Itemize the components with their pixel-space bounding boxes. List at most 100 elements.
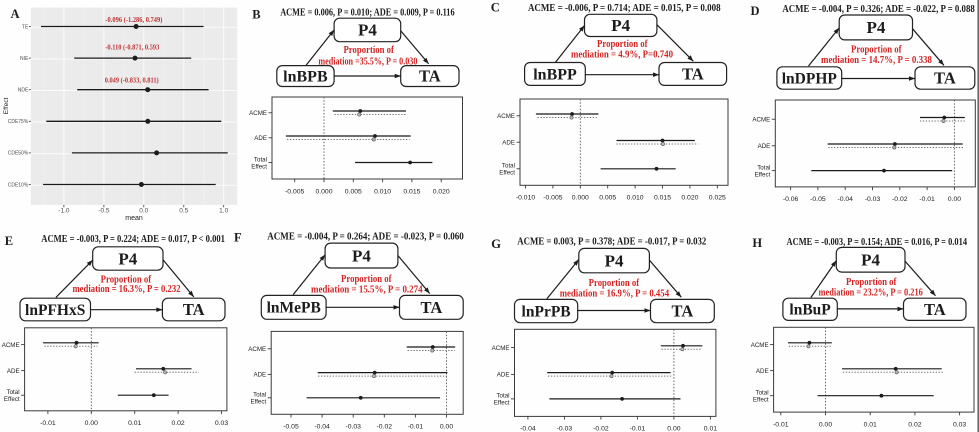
svg-text:TA: TA [934,69,956,88]
svg-text:0.00: 0.00 [85,420,98,427]
svg-text:0.015: 0.015 [403,188,420,195]
svg-text:0.020: 0.020 [433,188,450,195]
svg-text:-1.0: -1.0 [58,208,70,215]
svg-text:-0.01: -0.01 [40,420,56,427]
svg-text:ACME = 0.006, P = 0.010; ADE =: ACME = 0.006, P = 0.010; ADE = 0.009, P … [280,6,455,18]
svg-text:-0.04: -0.04 [837,196,853,203]
svg-text:ADE: ADE [502,139,515,146]
svg-text:ACME: ACME [2,342,20,349]
svg-text:mediation = 14.7%, P = 0.338: mediation = 14.7%, P = 0.338 [821,55,932,66]
svg-text:NDE: NDE [18,88,29,94]
svg-text:P4: P4 [861,251,880,270]
svg-text:0.03: 0.03 [953,421,966,428]
svg-text:-0.02: -0.02 [892,196,908,203]
svg-text:P4: P4 [611,16,630,35]
svg-text:-0.05: -0.05 [283,424,299,431]
svg-text:lnBPB: lnBPB [283,69,328,86]
svg-text:-0.5: -0.5 [98,208,110,215]
svg-text:F: F [234,230,242,244]
svg-text:Total: Total [756,390,769,397]
svg-text:lnDPHP: lnDPHP [782,70,838,87]
svg-text:mediation = 15.5%, P = 0.274: mediation = 15.5%, P = 0.274 [311,284,423,295]
svg-text:P4: P4 [358,21,377,40]
svg-text:Proportion of: Proportion of [101,275,152,286]
svg-text:CDE75%: CDE75% [8,119,29,125]
svg-text:G: G [491,237,501,251]
svg-text:TA: TA [421,298,443,317]
svg-text:-0.01: -0.01 [630,426,646,432]
svg-text:-0.03: -0.03 [345,424,361,431]
svg-text:mediation = 16.3%, P = 0.232: mediation = 16.3%, P = 0.232 [72,284,180,295]
svg-text:-0.04: -0.04 [520,426,536,432]
svg-text:0.01: 0.01 [704,426,717,432]
svg-text:mean: mean [125,215,143,222]
svg-text:Total: Total [254,156,267,163]
svg-text:Total: Total [253,392,266,399]
svg-text:0.00: 0.00 [948,196,961,203]
svg-text:Total: Total [496,393,509,400]
svg-text:lnBuP: lnBuP [789,302,831,319]
svg-text:-0.010: -0.010 [516,195,535,202]
svg-text:Effect: Effect [251,163,267,170]
svg-text:ACME: ACME [248,346,266,353]
svg-text:0.049 (-0.833, 0.811): 0.049 (-0.833, 0.811) [105,78,159,85]
svg-text:C: C [491,1,500,15]
svg-text:Proportion of: Proportion of [846,277,897,288]
svg-text:P4: P4 [118,249,137,268]
svg-text:0.015: 0.015 [654,195,671,202]
svg-text:ACME = -0.006, P = 0.714; ADE: ACME = -0.006, P = 0.714; ADE = 0.015, P… [528,2,721,14]
svg-text:NIE: NIE [20,56,29,62]
svg-text:mediation = 4.9%, P=0.740: mediation = 4.9%, P=0.740 [571,50,673,61]
svg-text:0.000: 0.000 [572,195,589,202]
svg-text:ADE: ADE [758,143,771,150]
svg-text:Effect: Effect [3,98,10,115]
svg-text:0.01: 0.01 [864,421,877,428]
svg-text:-0.01: -0.01 [919,196,935,203]
svg-text:ACME: ACME [249,110,267,117]
svg-text:ADE: ADE [756,368,769,375]
svg-text:0.005: 0.005 [345,188,362,195]
svg-text:TA: TA [672,302,694,321]
svg-text:CDE50%: CDE50% [8,151,29,157]
svg-text:mediation = 23.2%, P = 0.216: mediation = 23.2%, P = 0.216 [819,287,923,298]
svg-text:ADE: ADE [253,372,266,379]
svg-text:-0.06: -0.06 [783,196,799,203]
svg-text:-0.01: -0.01 [773,421,789,428]
svg-text:Total: Total [502,163,515,170]
svg-text:0.000: 0.000 [315,188,332,195]
svg-text:ADE: ADE [7,368,20,375]
svg-text:Proportion of: Proportion of [341,274,392,285]
svg-text:-0.02: -0.02 [593,426,609,432]
svg-text:Proportion of: Proportion of [589,278,640,289]
svg-text:ACME = -0.003, P = 0.154; ADE: ACME = -0.003, P = 0.154; ADE = 0.016, P… [787,236,968,248]
svg-text:ACME: ACME [497,113,515,120]
svg-text:E: E [5,234,13,248]
svg-text:P4: P4 [605,251,624,270]
svg-text:0.00: 0.00 [667,426,680,432]
svg-text:ADE: ADE [254,135,267,142]
svg-text:-0.096 (-1.286, 0.749): -0.096 (-1.286, 0.749) [105,17,162,24]
svg-text:-0.03: -0.03 [865,196,881,203]
svg-text:H: H [752,236,762,250]
svg-text:-0.110 (-0.871, 0.593: -0.110 (-0.871, 0.593 [105,45,160,52]
svg-text:D: D [751,4,760,18]
svg-text:0.020: 0.020 [681,195,698,202]
svg-text:0.0: 0.0 [139,208,148,215]
svg-text:ACME = -0.004, P = 0.326; ADE: ACME = -0.004, P = 0.326; ADE = -0.022, … [782,3,975,15]
svg-text:mediation = 16.9%, P = 0.454: mediation = 16.9%, P = 0.454 [560,288,669,299]
svg-text:1.0: 1.0 [219,208,228,215]
svg-text:TA: TA [924,300,946,319]
svg-text:lnPrPB: lnPrPB [522,303,571,320]
svg-text:Proportion of: Proportion of [597,39,648,50]
svg-text:A: A [10,7,19,21]
svg-text:lnBPP: lnBPP [533,66,577,83]
svg-text:0.005: 0.005 [599,195,616,202]
svg-text:ACME: ACME [752,117,770,124]
svg-text:-0.02: -0.02 [377,424,393,431]
svg-text:P4: P4 [866,18,885,37]
svg-text:ADE: ADE [497,372,510,379]
svg-text:Total: Total [7,389,20,396]
svg-text:0.02: 0.02 [908,421,921,428]
svg-text:Total: Total [757,164,770,171]
svg-text:0.5: 0.5 [179,208,188,215]
